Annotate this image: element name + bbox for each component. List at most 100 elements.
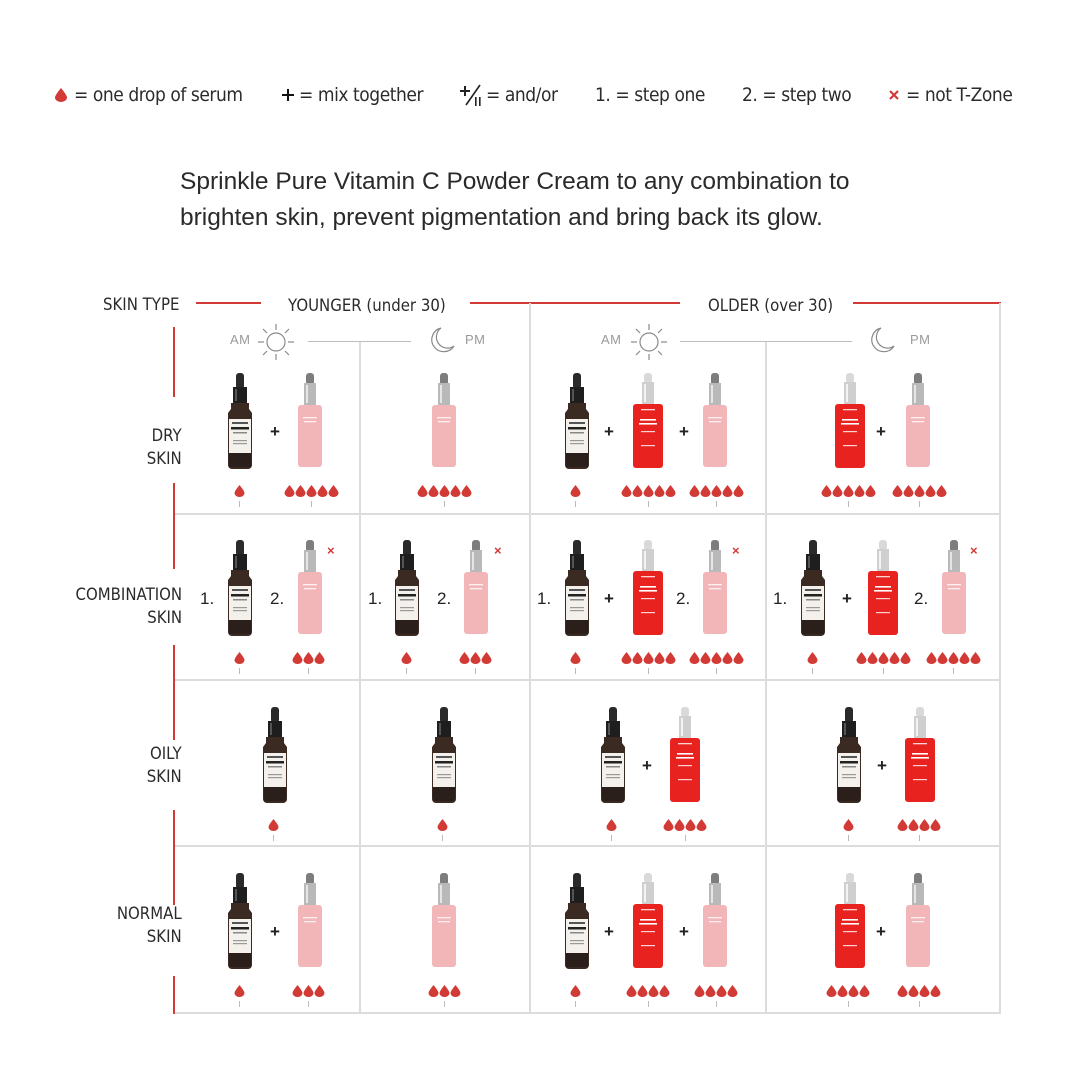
drop-icon (659, 984, 670, 997)
drop-icon (897, 984, 908, 997)
tick-mark (716, 1001, 717, 1007)
drop-icon (450, 984, 461, 997)
drop-icon (314, 984, 325, 997)
tick-mark (716, 501, 717, 507)
row-marker (173, 976, 175, 1014)
drop-icon (428, 484, 439, 497)
serum-drops (234, 651, 245, 664)
drop-icon (867, 651, 878, 664)
drop-icon (908, 984, 919, 997)
drop-icon (848, 984, 859, 997)
drop-icon (856, 651, 867, 664)
younger-heading: YOUNGER (under 30) (288, 296, 446, 316)
drop-icon (626, 984, 637, 997)
tick-mark (575, 1001, 576, 1007)
drop-icon (663, 818, 674, 831)
sun-icon (256, 322, 296, 367)
tick-mark (239, 1001, 240, 1007)
pink-serum-bottle (463, 540, 489, 641)
serum-drops (570, 984, 581, 997)
serum-drops (892, 484, 947, 497)
step-one-label: 1. (537, 589, 552, 608)
drop-icon (621, 651, 632, 664)
drop-icon (733, 484, 744, 497)
step-two-label: 2. (914, 589, 929, 608)
step-two-label: 2. (270, 589, 285, 608)
serum-repair-bottle (835, 707, 863, 808)
pink-serum-bottle (702, 373, 728, 474)
drop-icon (685, 818, 696, 831)
drop-icon (481, 651, 492, 664)
tick-mark (848, 501, 849, 507)
drop-icon (722, 651, 733, 664)
grid-line (999, 303, 1001, 1014)
tick-mark (685, 835, 686, 841)
drop-icon (306, 484, 317, 497)
serum-drops (626, 984, 670, 997)
tick-mark (848, 835, 849, 841)
serum-repair-bottle (226, 373, 254, 474)
grid-line (175, 1012, 1001, 1014)
drop-icon (234, 484, 245, 497)
not-tzone-icon (889, 80, 899, 110)
legend-andor-text: = and/or (486, 84, 558, 106)
moon-icon (870, 326, 896, 359)
subheader-rule (308, 341, 411, 342)
drop-icon (665, 484, 676, 497)
pink-serum-bottle (702, 873, 728, 974)
drop-icon (925, 484, 936, 497)
serum-repair-bottle (226, 873, 254, 974)
serum-repair-bottle (226, 540, 254, 641)
serum-drops (437, 818, 448, 831)
tick-mark (575, 501, 576, 507)
pink-serum-bottle (431, 873, 457, 974)
legend-drop-text: = one drop of serum (74, 84, 243, 106)
drop-icon (470, 651, 481, 664)
tick-mark (716, 668, 717, 674)
supreme-maintenance-bottle (834, 373, 866, 474)
drop-icon (437, 818, 448, 831)
plus-sign: + (604, 922, 614, 941)
plus-sign: + (842, 589, 852, 608)
and-or-icon (460, 80, 484, 110)
drop-icon (450, 484, 461, 497)
header-rule (470, 302, 680, 304)
legend: = one drop of serum = mix together = and… (52, 80, 1042, 110)
tick-mark (239, 668, 240, 674)
drop-icon (303, 651, 314, 664)
drop-icon (930, 984, 941, 997)
drop-icon (694, 984, 705, 997)
plus-sign: + (679, 922, 689, 941)
drop-icon (317, 484, 328, 497)
tick-mark (919, 1001, 920, 1007)
drop-icon (832, 484, 843, 497)
plus-sign: + (270, 922, 280, 941)
serum-drops (570, 484, 581, 497)
serum-drops (292, 651, 325, 664)
serum-drops (807, 651, 818, 664)
older-heading: OLDER (over 30) (708, 296, 834, 316)
drop-icon (807, 651, 818, 664)
drop-icon (903, 484, 914, 497)
serum-drops (856, 651, 911, 664)
tick-mark (611, 835, 612, 841)
tick-mark (239, 501, 240, 507)
drop-icon (643, 651, 654, 664)
drop-icon (711, 651, 722, 664)
serum-drops (663, 818, 707, 831)
serum-repair-bottle (599, 707, 627, 808)
tick-mark (883, 668, 884, 674)
drop-icon (314, 651, 325, 664)
serum-repair-bottle (563, 540, 591, 641)
step-one-label: 1. (773, 589, 788, 608)
drop-icon (937, 651, 948, 664)
drop-icon (908, 818, 919, 831)
serum-drops (897, 818, 941, 831)
serum-drops (689, 651, 744, 664)
serum-drops (428, 984, 461, 997)
tick-mark (575, 668, 576, 674)
tick-mark (919, 835, 920, 841)
tick-mark (953, 668, 954, 674)
supreme-maintenance-bottle (632, 540, 664, 641)
moon-icon (430, 326, 456, 359)
